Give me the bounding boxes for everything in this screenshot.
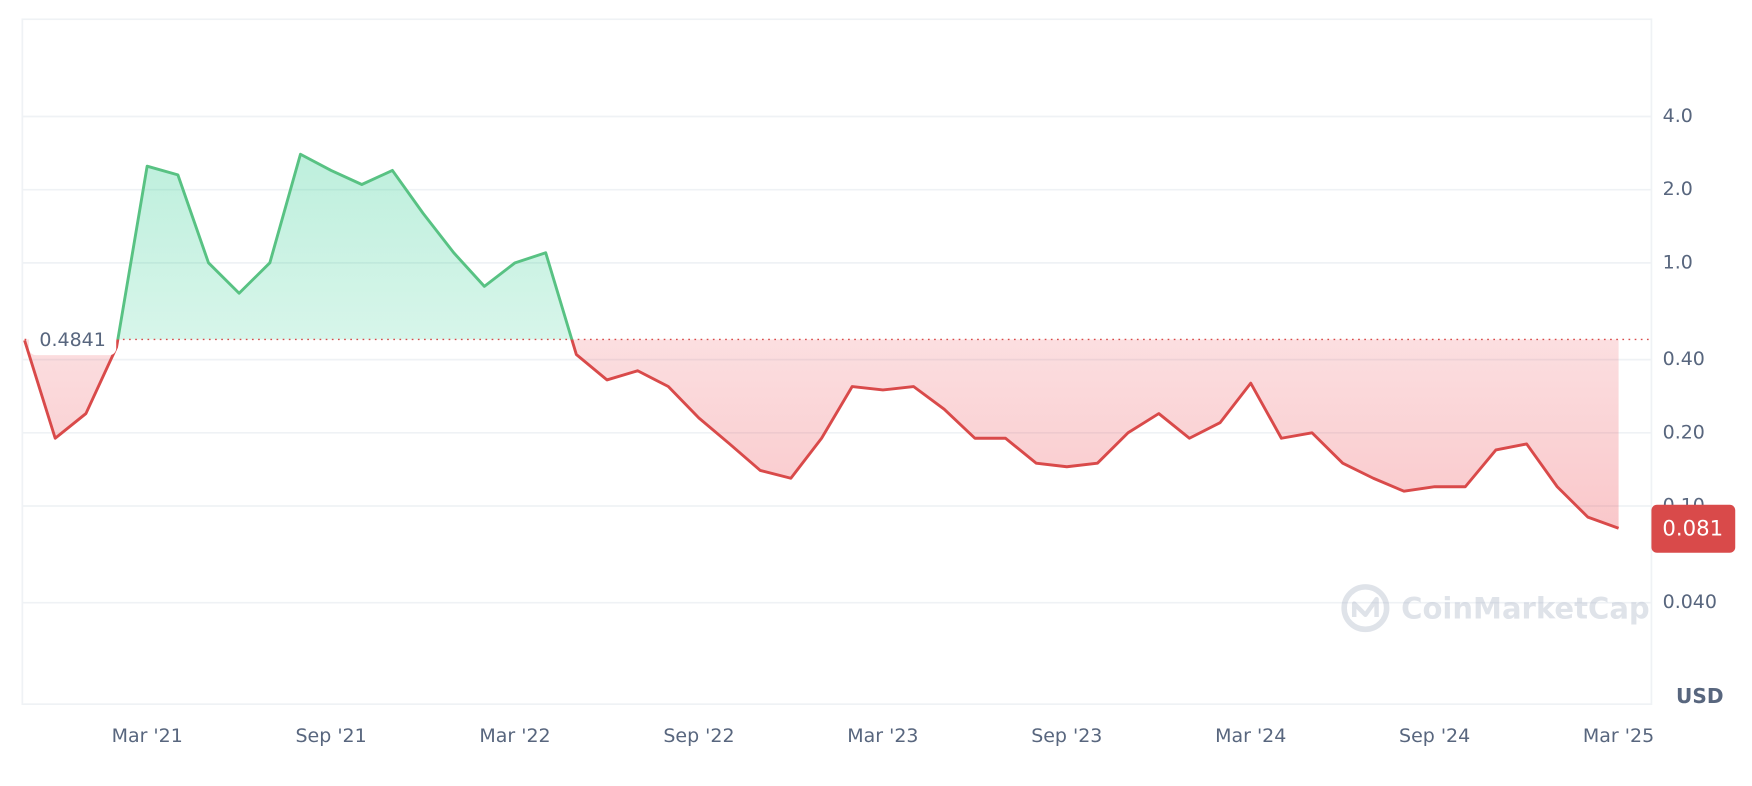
x-tick-label: Sep '24 — [1399, 725, 1470, 747]
y-tick-label: 1.0 — [1663, 251, 1693, 273]
watermark: CoinMarketCap — [1341, 584, 1650, 633]
price-label-bg — [1651, 504, 1736, 553]
x-tick-label: Sep '23 — [1031, 725, 1102, 747]
y-tick-label: 4.0 — [1663, 105, 1693, 127]
price-line-down — [23, 339, 1620, 530]
area-down — [24, 339, 1619, 529]
baseline-label: 0.4841 — [39, 329, 105, 351]
price-label: 0.081 — [1662, 516, 1723, 541]
price-line-up — [116, 152, 574, 340]
y-tick-label: 0.20 — [1663, 421, 1705, 443]
currency-label: USD — [1676, 684, 1724, 708]
x-tick-label: Sep '22 — [663, 725, 734, 747]
y-tick-label: 0.040 — [1663, 591, 1717, 613]
x-tick-label: Mar '24 — [1215, 725, 1286, 747]
watermark-text: CoinMarketCap — [1401, 591, 1650, 625]
x-tick-label: Sep '21 — [296, 725, 367, 747]
x-tick-label: Mar '25 — [1583, 725, 1654, 747]
y-tick-label: 2.0 — [1663, 178, 1693, 200]
area-up — [117, 154, 572, 340]
baseline-label-bg — [29, 323, 117, 356]
y-tick-label: 0.40 — [1663, 348, 1705, 370]
x-tick-label: Mar '23 — [847, 725, 918, 747]
x-tick-label: Mar '21 — [112, 725, 183, 747]
x-tick-label: Mar '22 — [479, 725, 550, 747]
plot-frame — [21, 18, 1653, 706]
